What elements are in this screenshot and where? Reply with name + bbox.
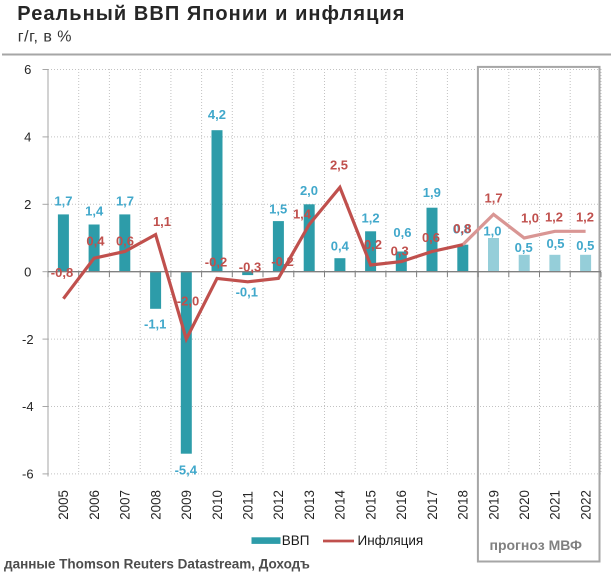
svg-text:-0,2: -0,2: [271, 254, 293, 269]
svg-text:-5,4: -5,4: [175, 462, 198, 477]
svg-text:2008: 2008: [148, 490, 163, 520]
svg-text:2018: 2018: [456, 490, 471, 520]
svg-text:1,1: 1,1: [153, 214, 171, 229]
svg-text:-0,8: -0,8: [51, 265, 73, 280]
svg-text:ВВП: ВВП: [282, 533, 310, 548]
svg-text:2007: 2007: [118, 490, 133, 520]
svg-text:1,2: 1,2: [576, 210, 594, 225]
svg-text:1,2: 1,2: [362, 211, 380, 226]
svg-text:1,7: 1,7: [485, 190, 503, 205]
svg-text:2017: 2017: [425, 490, 440, 520]
svg-text:1,0: 1,0: [483, 223, 501, 238]
svg-text:0: 0: [24, 264, 31, 279]
svg-text:-0,1: -0,1: [236, 284, 258, 299]
svg-text:2012: 2012: [271, 490, 286, 520]
svg-text:Реальный ВВП Японии и инфляция: Реальный ВВП Японии и инфляция: [17, 3, 405, 25]
svg-text:2010: 2010: [210, 490, 225, 520]
svg-text:4,2: 4,2: [208, 107, 226, 122]
svg-text:г/г, в %: г/г, в %: [18, 28, 72, 45]
svg-text:2016: 2016: [394, 490, 409, 520]
svg-text:Инфляция: Инфляция: [358, 533, 424, 548]
svg-text:4: 4: [24, 130, 31, 145]
svg-text:2020: 2020: [517, 490, 532, 520]
svg-text:-0,2: -0,2: [205, 254, 227, 269]
svg-text:-0,3: -0,3: [239, 260, 261, 275]
svg-text:2005: 2005: [56, 490, 71, 520]
svg-text:2021: 2021: [548, 490, 563, 520]
svg-text:2,0: 2,0: [300, 183, 318, 198]
svg-text:данные Thomson Reuters Datastr: данные Thomson Reuters Datastream, Доход…: [4, 556, 310, 571]
svg-text:0,5: 0,5: [515, 240, 533, 255]
svg-text:0,6: 0,6: [393, 225, 411, 240]
svg-text:-1,1: -1,1: [144, 316, 166, 331]
svg-text:6: 6: [24, 62, 31, 77]
svg-text:1,0: 1,0: [521, 210, 539, 225]
svg-text:-6: -6: [22, 467, 34, 482]
svg-text:0,8: 0,8: [453, 222, 471, 237]
svg-text:2014: 2014: [333, 489, 348, 519]
svg-text:0,5: 0,5: [576, 238, 594, 253]
svg-text:0,8: 0,8: [453, 221, 471, 236]
svg-text:1,2: 1,2: [545, 210, 563, 225]
svg-text:2015: 2015: [363, 490, 378, 520]
svg-text:0,4: 0,4: [86, 233, 105, 248]
svg-text:1,5: 1,5: [269, 202, 287, 217]
svg-text:2009: 2009: [179, 490, 194, 520]
svg-text:0,2: 0,2: [364, 237, 382, 252]
svg-text:2019: 2019: [486, 490, 501, 520]
svg-text:-2: -2: [22, 332, 34, 347]
svg-text:2: 2: [24, 197, 31, 212]
svg-text:2006: 2006: [87, 490, 102, 520]
svg-text:0,6: 0,6: [116, 233, 134, 248]
svg-text:0,4: 0,4: [331, 238, 350, 253]
svg-text:2013: 2013: [302, 490, 317, 520]
svg-text:1,9: 1,9: [423, 185, 441, 200]
svg-text:0,3: 0,3: [391, 244, 409, 259]
svg-text:1,7: 1,7: [54, 193, 72, 208]
svg-text:-2,0: -2,0: [177, 293, 199, 308]
svg-text:2,5: 2,5: [330, 158, 348, 173]
svg-text:прогноз МВФ: прогноз МВФ: [490, 537, 582, 553]
svg-text:1,4: 1,4: [293, 206, 312, 221]
svg-text:-4: -4: [22, 399, 34, 414]
svg-text:2011: 2011: [241, 491, 256, 520]
svg-text:0,5: 0,5: [546, 236, 564, 251]
svg-text:0,6: 0,6: [422, 230, 440, 245]
svg-text:2022: 2022: [578, 490, 593, 520]
svg-text:1,7: 1,7: [116, 193, 134, 208]
svg-text:1,4: 1,4: [85, 203, 104, 218]
